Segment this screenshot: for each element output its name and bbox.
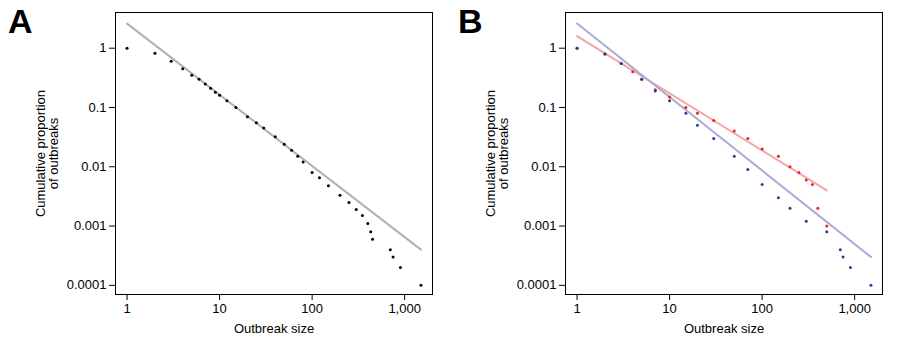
svg-text:1: 1 [549, 40, 556, 55]
html-text:A: A [8, 2, 33, 40]
svg-text:1: 1 [573, 301, 580, 316]
svg-text:1: 1 [99, 40, 106, 55]
svg-text:0.001: 0.001 [74, 218, 107, 233]
svg-text:1,000: 1,000 [388, 301, 421, 316]
svg-text:0.0001: 0.0001 [517, 277, 557, 292]
svg-text:10: 10 [662, 301, 676, 316]
svg-text:1: 1 [123, 301, 130, 316]
html-text:B: B [458, 2, 483, 40]
svg-text:100: 100 [751, 301, 773, 316]
svg-text:0.01: 0.01 [81, 159, 106, 174]
svg-text:1,000: 1,000 [838, 301, 871, 316]
svg-text:0.0001: 0.0001 [67, 277, 107, 292]
svg-text:Cumulative proportionof outbre: Cumulative proportionof outbreaks [33, 90, 61, 217]
svg-text:10: 10 [212, 301, 226, 316]
svg-text:Outbreak size: Outbreak size [234, 321, 314, 336]
svg-text:Cumulative proportionof outbre: Cumulative proportionof outbreaks [483, 90, 511, 217]
svg-text:0.001: 0.001 [524, 218, 557, 233]
svg-text:Outbreak size: Outbreak size [684, 321, 764, 336]
svg-text:0.01: 0.01 [531, 159, 556, 174]
svg-text:0.1: 0.1 [538, 100, 556, 115]
svg-text:0.1: 0.1 [88, 100, 106, 115]
svg-text:100: 100 [301, 301, 323, 316]
